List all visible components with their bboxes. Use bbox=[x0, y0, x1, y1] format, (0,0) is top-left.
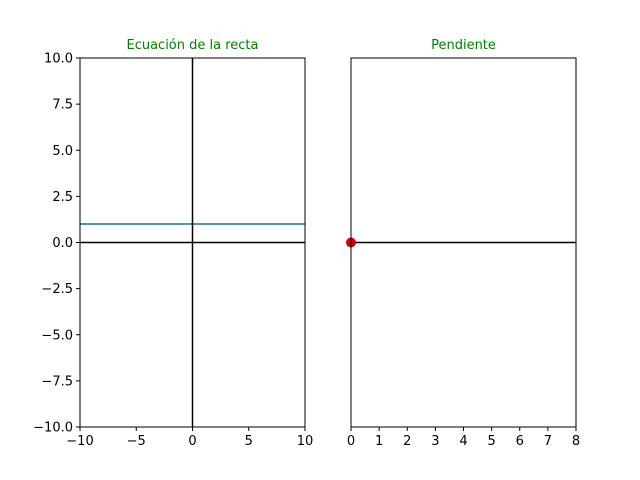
slope-panel: Pendiente 0 1 2 3 4 5 6 7 8 bbox=[346, 38, 580, 449]
slope-x-tick-label: 5 bbox=[487, 434, 495, 449]
line-equation-y-tick-label: 7.5 bbox=[52, 98, 73, 113]
line-equation-y-tick-label: −5.0 bbox=[41, 328, 73, 343]
slope-x-tick-label: 0 bbox=[347, 434, 355, 449]
line-equation-y-tick-label: −7.5 bbox=[41, 374, 73, 389]
line-equation-x-tick-label: −10 bbox=[66, 434, 93, 449]
line-equation-y-tick-label: 5.0 bbox=[52, 144, 73, 159]
slope-x-tick-label: 8 bbox=[572, 434, 580, 449]
line-equation-x-tick-label: −5 bbox=[127, 434, 146, 449]
line-equation-panel: Ecuación de la recta −10 −5 0 5 10−10.0−7.5−… bbox=[33, 38, 313, 449]
slope-x-tick-label: 1 bbox=[375, 434, 383, 449]
line-equation-y-tick-label: −10.0 bbox=[33, 421, 73, 436]
slope-ticks: 0 1 2 3 4 5 6 7 8 bbox=[347, 427, 580, 449]
line-equation-x-tick-label: 0 bbox=[188, 434, 196, 449]
line-equation-y-tick-label: 2.5 bbox=[52, 190, 73, 205]
line-equation-y-tick-label: −2.5 bbox=[41, 282, 73, 297]
line-equation-marks bbox=[80, 58, 305, 427]
line-equation-ticks: −10 −5 0 5 10 −10.0 −7.5 −5.0 −2.5 0.0 2.5 5.0 7.5 10… bbox=[33, 52, 313, 450]
line-equation-y-tick-label: 10.0 bbox=[44, 52, 73, 67]
line-equation-y-tick-label: 0.0 bbox=[52, 236, 73, 251]
slope-x-tick-label: 6 bbox=[516, 434, 524, 449]
line-equation-x-tick-label: 10 bbox=[297, 434, 314, 449]
line-equation-x-tick-label: 5 bbox=[245, 434, 253, 449]
slope-x-tick-label: 4 bbox=[459, 434, 467, 449]
slope-title: Pendiente bbox=[431, 38, 496, 53]
line-equation-title: Ecuación de la recta bbox=[126, 38, 258, 53]
slope-x-tick-label: 2 bbox=[403, 434, 411, 449]
slope-x-tick-label: 7 bbox=[544, 434, 552, 449]
slope-x-tick-label: 3 bbox=[431, 434, 439, 449]
